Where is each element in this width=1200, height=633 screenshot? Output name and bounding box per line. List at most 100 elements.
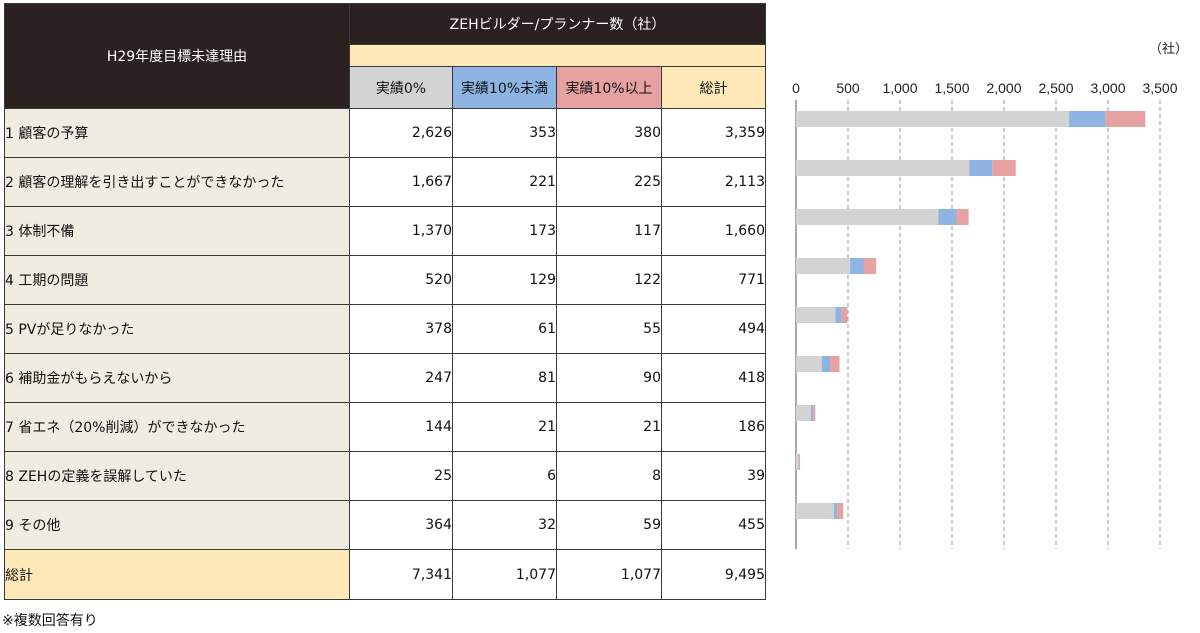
cell-over-10pct: 225 bbox=[556, 157, 662, 207]
reason-header: H29年度目標未達理由 bbox=[4, 3, 350, 109]
row-label: 7 省エネ（20%削減）ができなかった bbox=[4, 402, 350, 452]
cell-total: 9,495 bbox=[661, 549, 766, 600]
bar-under-10pct bbox=[850, 258, 864, 274]
x-tick-label: 2,000 bbox=[986, 80, 1021, 96]
bar-achieved-0pct bbox=[796, 111, 1070, 127]
table-row: 5 PVが足りなかった 378 61 55 494 bbox=[4, 304, 766, 354]
cell-total: 39 bbox=[661, 451, 766, 501]
table-row: 7 省エネ（20%削減）ができなかった 144 21 21 186 bbox=[4, 402, 766, 452]
bar-achieved-0pct bbox=[796, 356, 822, 372]
col-header-under-10pct: 実績10%未満 bbox=[452, 66, 557, 109]
cell-total: 418 bbox=[661, 353, 766, 403]
col-header-total: 総計 bbox=[661, 66, 766, 109]
bar-under-10pct bbox=[821, 356, 831, 372]
group-header: ZEHビルダー/プランナー数（社） bbox=[349, 3, 766, 45]
bar-under-10pct bbox=[798, 454, 800, 470]
cell-total: 771 bbox=[661, 255, 766, 305]
bar-over-10pct bbox=[956, 209, 969, 225]
table-row: 2 顧客の理解を引き出すことができなかった 1,667 221 225 2,113 bbox=[4, 157, 766, 207]
row-label: 5 PVが足りなかった bbox=[4, 304, 350, 354]
cell-0pct: 364 bbox=[349, 500, 453, 550]
bar-under-10pct bbox=[1069, 111, 1106, 127]
cell-0pct: 7,341 bbox=[349, 549, 453, 600]
bar-under-10pct bbox=[810, 405, 814, 421]
cell-under-10pct: 1,077 bbox=[452, 549, 557, 600]
reasons-table: H29年度目標未達理由 ZEHビルダー/プランナー数（社） 実績0% 実績10%… bbox=[4, 3, 766, 600]
cell-0pct: 2,626 bbox=[349, 108, 453, 158]
bar-achieved-0pct bbox=[796, 503, 834, 519]
cell-total: 494 bbox=[661, 304, 766, 354]
bar-over-10pct bbox=[841, 307, 848, 323]
cell-total: 455 bbox=[661, 500, 766, 550]
bar-under-10pct bbox=[833, 503, 838, 519]
unit-label: （社） bbox=[1149, 41, 1188, 57]
bar-over-10pct bbox=[992, 160, 1016, 176]
bar-under-10pct bbox=[938, 209, 957, 225]
x-tick-label: 1,500 bbox=[934, 80, 969, 96]
row-label: 6 補助金がもらえないから bbox=[4, 353, 350, 403]
row-label: 4 工期の問題 bbox=[4, 255, 350, 305]
bar-over-10pct bbox=[830, 356, 840, 372]
x-tick-label: 500 bbox=[836, 80, 860, 96]
bar-over-10pct bbox=[837, 503, 844, 519]
x-tick-label: 3,000 bbox=[1090, 80, 1125, 96]
row-label: 9 その他 bbox=[4, 500, 350, 550]
x-tick-label: 3,500 bbox=[1142, 80, 1177, 96]
bar-under-10pct bbox=[969, 160, 993, 176]
cell-over-10pct: 21 bbox=[556, 402, 662, 452]
row-label: 総計 bbox=[4, 549, 350, 600]
cell-over-10pct: 59 bbox=[556, 500, 662, 550]
cell-under-10pct: 81 bbox=[452, 353, 557, 403]
cell-0pct: 520 bbox=[349, 255, 453, 305]
x-tick-label: 2,500 bbox=[1038, 80, 1073, 96]
table-row: 8 ZEHの定義を誤解していた 25 6 8 39 bbox=[4, 451, 766, 501]
cell-total: 1,660 bbox=[661, 206, 766, 256]
cell-over-10pct: 380 bbox=[556, 108, 662, 158]
row-label: 2 顧客の理解を引き出すことができなかった bbox=[4, 157, 350, 207]
cell-total: 3,359 bbox=[661, 108, 766, 158]
cell-under-10pct: 6 bbox=[452, 451, 557, 501]
cell-0pct: 144 bbox=[349, 402, 453, 452]
cell-over-10pct: 8 bbox=[556, 451, 662, 501]
cell-under-10pct: 32 bbox=[452, 500, 557, 550]
table-row: 4 工期の問題 520 129 122 771 bbox=[4, 255, 766, 305]
cell-over-10pct: 1,077 bbox=[556, 549, 662, 600]
total-row: 総計 7,341 1,077 1,077 9,495 bbox=[4, 549, 766, 600]
table-row: 9 その他 364 32 59 455 bbox=[4, 500, 766, 550]
cell-over-10pct: 122 bbox=[556, 255, 662, 305]
row-label: 8 ZEHの定義を誤解していた bbox=[4, 451, 350, 501]
cell-total: 2,113 bbox=[661, 157, 766, 207]
header-strip bbox=[349, 44, 766, 67]
cell-0pct: 378 bbox=[349, 304, 453, 354]
cell-over-10pct: 90 bbox=[556, 353, 662, 403]
cell-0pct: 1,370 bbox=[349, 206, 453, 256]
cell-under-10pct: 129 bbox=[452, 255, 557, 305]
cell-under-10pct: 61 bbox=[452, 304, 557, 354]
bar-over-10pct bbox=[813, 405, 816, 421]
bar-achieved-0pct bbox=[796, 160, 970, 176]
bar-under-10pct bbox=[835, 307, 842, 323]
footnote: ※複数回答有り bbox=[2, 613, 98, 629]
cell-0pct: 247 bbox=[349, 353, 453, 403]
table-row: 6 補助金がもらえないから 247 81 90 418 bbox=[4, 353, 766, 403]
x-tick-label: 1,000 bbox=[882, 80, 917, 96]
cell-0pct: 1,667 bbox=[349, 157, 453, 207]
table-row: 3 体制不備 1,370 173 117 1,660 bbox=[4, 206, 766, 256]
col-header-over-10pct: 実績10%以上 bbox=[556, 66, 662, 109]
bar-achieved-0pct bbox=[796, 258, 851, 274]
cell-over-10pct: 117 bbox=[556, 206, 662, 256]
table-row: 1 顧客の予算 2,626 353 380 3,359 bbox=[4, 108, 766, 158]
bar-achieved-0pct bbox=[796, 454, 799, 470]
stacked-bar-chart: （社） 0 500 1,000 1,500 2,000 2,500 3,000 3,500 bbox=[792, 41, 1188, 549]
bar-over-10pct bbox=[799, 454, 801, 470]
cell-over-10pct: 55 bbox=[556, 304, 662, 354]
cell-under-10pct: 21 bbox=[452, 402, 557, 452]
bar-over-10pct bbox=[1105, 111, 1146, 127]
bar-achieved-0pct bbox=[796, 209, 939, 225]
cell-0pct: 25 bbox=[349, 451, 453, 501]
row-label: 3 体制不備 bbox=[4, 206, 350, 256]
bar-over-10pct bbox=[863, 258, 877, 274]
cell-under-10pct: 353 bbox=[452, 108, 557, 158]
row-label: 1 顧客の予算 bbox=[4, 108, 350, 158]
cell-under-10pct: 221 bbox=[452, 157, 557, 207]
